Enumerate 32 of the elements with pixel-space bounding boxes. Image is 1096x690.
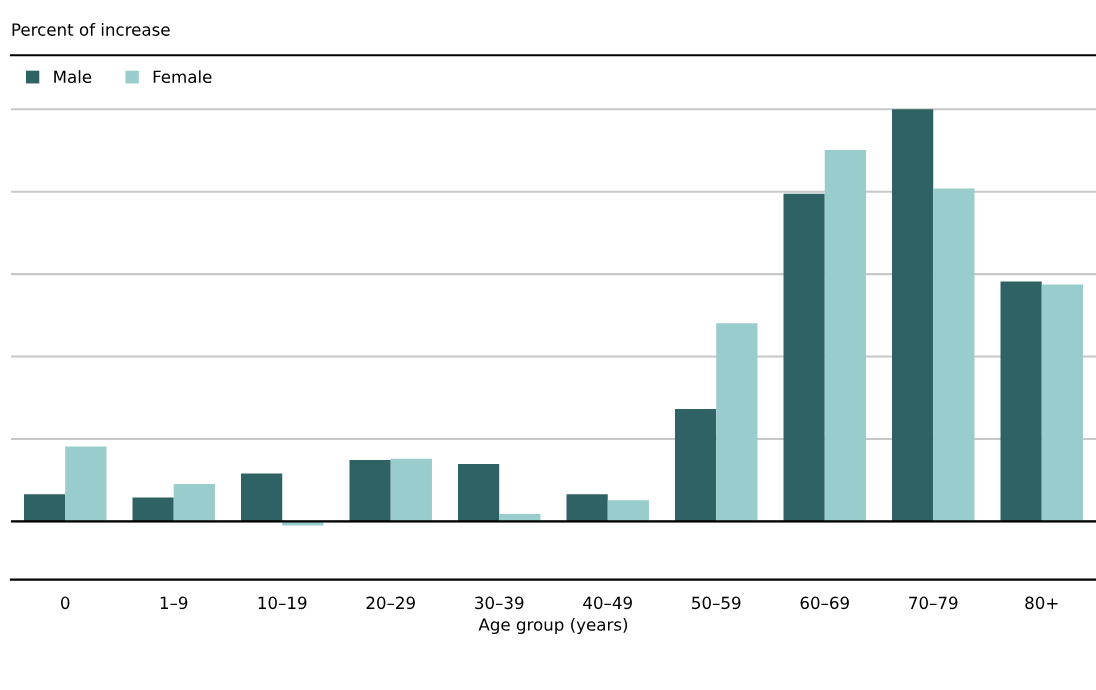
legend-label: Female <box>153 70 212 84</box>
bar <box>824 150 866 522</box>
bar <box>1041 284 1083 522</box>
bar <box>173 483 215 522</box>
x-tick-label: 10–19 <box>258 596 307 610</box>
bar <box>566 494 608 522</box>
bar <box>675 408 717 522</box>
x-axis-title: Age group (years) <box>478 617 628 635</box>
x-tick-label: 1–9 <box>160 596 188 610</box>
bar <box>716 323 758 522</box>
x-tick-label: 0 <box>61 596 70 610</box>
bar <box>892 109 934 522</box>
bar <box>65 446 107 522</box>
x-tick-label: 40–49 <box>583 596 632 610</box>
bar <box>390 458 432 522</box>
bar <box>933 188 975 522</box>
bar <box>240 473 283 522</box>
x-tick-label: 30–39 <box>475 596 524 610</box>
bar <box>607 500 649 522</box>
legend-label: Male <box>54 70 92 84</box>
x-tick-label: 50–59 <box>692 596 741 610</box>
x-tick-label: 60–69 <box>800 596 849 610</box>
x-tick-label: 70–79 <box>909 596 958 610</box>
bar <box>132 497 174 522</box>
y-axis-title: Percent of increase <box>12 22 170 36</box>
bar <box>1000 281 1042 522</box>
bar <box>349 459 391 522</box>
bar <box>23 494 66 522</box>
bar <box>458 464 500 522</box>
x-tick-label: 80+ <box>1025 596 1058 610</box>
bar <box>783 193 825 522</box>
x-tick-label: 20–29 <box>366 596 415 610</box>
